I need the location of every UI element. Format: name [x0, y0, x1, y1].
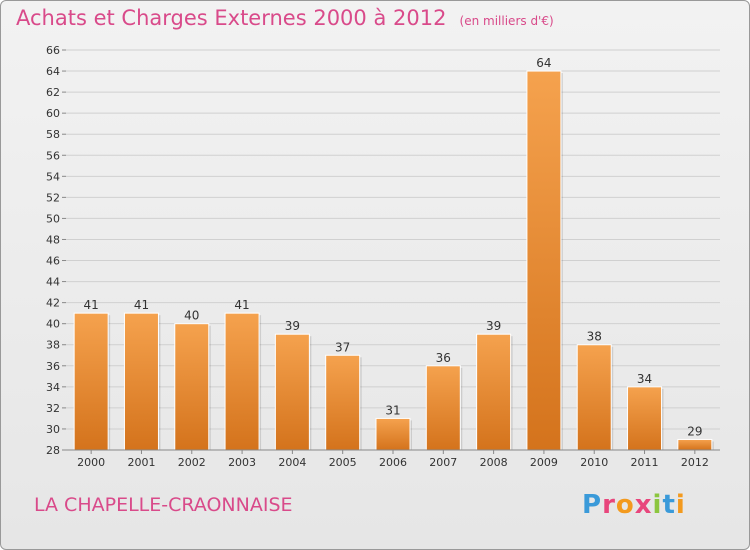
x-tick-label: 2012 [681, 456, 709, 469]
bar-value-label: 36 [436, 351, 451, 365]
y-axis-ticks: 28 30 32 34 36 38 40 42 44 46 48 50 52 54 56 58 60 62 64 66 [46, 44, 66, 457]
title-row: Achats et Charges Externes 2000 à 2012 (… [16, 6, 554, 30]
y-tick-label: 38 [46, 339, 60, 352]
logo-letter: P [582, 490, 603, 520]
x-tick-label: 2004 [278, 456, 306, 469]
bar [325, 354, 361, 451]
logo-letter: i [675, 490, 686, 520]
bar [274, 333, 310, 451]
y-tick-label: 32 [46, 402, 60, 415]
x-tick-label: 2009 [530, 456, 558, 469]
bar-value-label: 41 [84, 298, 99, 312]
y-tick-label: 36 [46, 360, 60, 373]
proxiti-logo: Proxiti [582, 490, 686, 520]
bar [174, 323, 210, 451]
x-tick-label: 2005 [329, 456, 357, 469]
logo-letter: t [662, 490, 676, 520]
y-tick-label: 62 [46, 86, 60, 99]
x-axis-ticks: 2000 2001 2002 2003 2004 2005 2006 2007 2008 2009… [77, 450, 709, 469]
x-tick-label: 2003 [228, 456, 256, 469]
bar [576, 344, 612, 451]
grid-lines [66, 49, 720, 451]
y-tick-label: 56 [46, 149, 60, 162]
bar [677, 438, 713, 451]
bar-value-label: 39 [486, 319, 501, 333]
bar [224, 312, 260, 451]
x-tick-label: 2002 [178, 456, 206, 469]
y-tick-label: 46 [46, 255, 60, 268]
y-tick-label: 58 [46, 128, 60, 141]
bar [627, 386, 663, 451]
y-tick-label: 40 [46, 318, 60, 331]
y-tick-label: 30 [46, 423, 60, 436]
x-tick-label: 2001 [127, 456, 155, 469]
y-tick-label: 50 [46, 212, 60, 225]
bar-value-label: 38 [587, 330, 602, 344]
bar-value-label: 41 [234, 298, 249, 312]
bars: 41 41 40 41 39 37 31 36 39 64 38 34 29 [73, 56, 714, 451]
x-tick-label: 2008 [480, 456, 508, 469]
y-tick-label: 60 [46, 107, 60, 120]
y-tick-label: 28 [46, 444, 60, 457]
bar-value-label: 40 [184, 309, 199, 323]
bar [425, 365, 461, 451]
x-tick-label: 2007 [429, 456, 457, 469]
bar-value-label: 29 [687, 424, 702, 438]
y-tick-label: 42 [46, 297, 60, 310]
chart-unit: (en milliers d'€) [459, 14, 554, 28]
place-name: LA CHAPELLE-CRAONNAISE [34, 494, 293, 516]
bar-value-label: 64 [536, 56, 551, 70]
x-tick-label: 2000 [77, 456, 105, 469]
bar-value-label: 34 [637, 372, 652, 386]
y-tick-label: 66 [46, 44, 60, 57]
y-tick-label: 48 [46, 233, 60, 246]
bar-value-label: 41 [134, 298, 149, 312]
bar [73, 312, 109, 451]
y-tick-label: 34 [46, 381, 60, 394]
bar-value-label: 39 [285, 319, 300, 333]
x-tick-label: 2010 [580, 456, 608, 469]
y-tick-label: 44 [46, 276, 60, 289]
bar [123, 312, 159, 451]
logo-letter: r [602, 490, 616, 520]
logo-letter: i [652, 490, 663, 520]
bar [476, 333, 512, 451]
logo-letter: x [634, 490, 653, 520]
chart-title: Achats et Charges Externes 2000 à 2012 [16, 6, 447, 30]
y-tick-label: 52 [46, 191, 60, 204]
bar [526, 70, 562, 451]
x-tick-label: 2011 [631, 456, 659, 469]
bar-value-label: 37 [335, 340, 350, 354]
x-tick-label: 2006 [379, 456, 407, 469]
bar-value-label: 31 [385, 403, 400, 417]
y-tick-label: 64 [46, 65, 60, 78]
y-tick-label: 54 [46, 170, 60, 183]
logo-letter: o [615, 490, 635, 520]
bar [375, 417, 411, 451]
